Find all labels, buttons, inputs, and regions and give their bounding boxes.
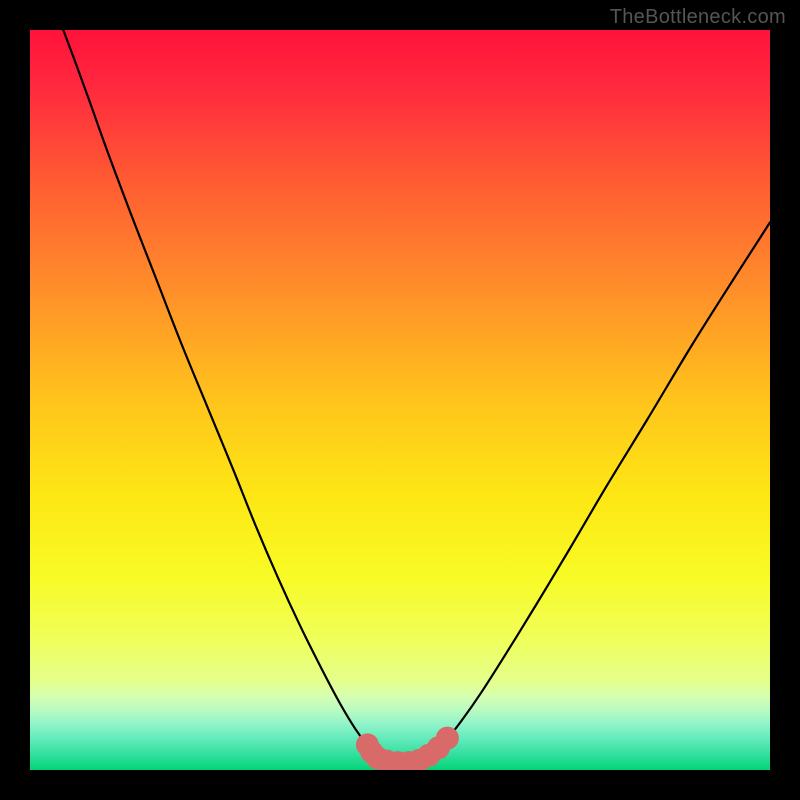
stage: TheBottleneck.com bbox=[0, 0, 800, 800]
highlight-dot bbox=[436, 727, 458, 749]
plot-area bbox=[30, 30, 770, 770]
watermark-text: TheBottleneck.com bbox=[610, 6, 786, 29]
chart-svg bbox=[30, 30, 770, 770]
